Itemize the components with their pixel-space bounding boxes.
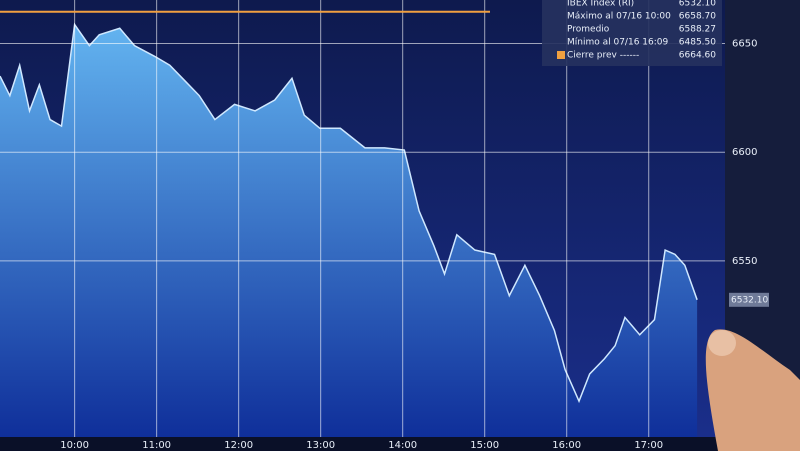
legend-name: Promedio: [567, 25, 610, 35]
x-tick-label: 15:00: [470, 440, 499, 451]
legend-name: Máximo al 07/16 10:00: [567, 12, 671, 22]
fingernail: [708, 330, 736, 356]
finger: [705, 329, 800, 451]
legend-box: [542, 0, 722, 66]
x-tick-label: 10:00: [60, 440, 89, 451]
y-tick-label: 6550: [732, 256, 757, 267]
x-tick-label: 13:00: [306, 440, 335, 451]
legend-value: 6664.60: [679, 51, 716, 61]
x-tick-label: 16:00: [552, 440, 581, 451]
legend-value: 6588.27: [679, 25, 716, 35]
line: [0, 22, 698, 404]
x-tick-label: 17:00: [634, 440, 663, 451]
last-label: 6532.10: [731, 295, 768, 305]
legend-value: 6485.50: [679, 38, 716, 48]
last-label-box: [729, 292, 769, 307]
y-tick-label: 6600: [732, 147, 757, 158]
x-tick-label: 14:00: [388, 440, 417, 451]
legend-value: 6532.10: [679, 0, 716, 9]
x-tick-label: 11:00: [142, 440, 171, 451]
x-tick-label: 12:00: [224, 440, 253, 451]
legend-name: IBEX Index (RI): [567, 0, 634, 9]
y-tick-label: 6650: [732, 38, 757, 49]
legend-name: Mínimo al 07/16 16:09: [567, 38, 668, 48]
legend-name: Cierre prev ------: [567, 51, 639, 61]
legend-value: 6658.70: [679, 12, 716, 22]
legend-swatch: [557, 51, 565, 59]
area: [0, 24, 698, 438]
x-axis-panel: [0, 437, 725, 451]
